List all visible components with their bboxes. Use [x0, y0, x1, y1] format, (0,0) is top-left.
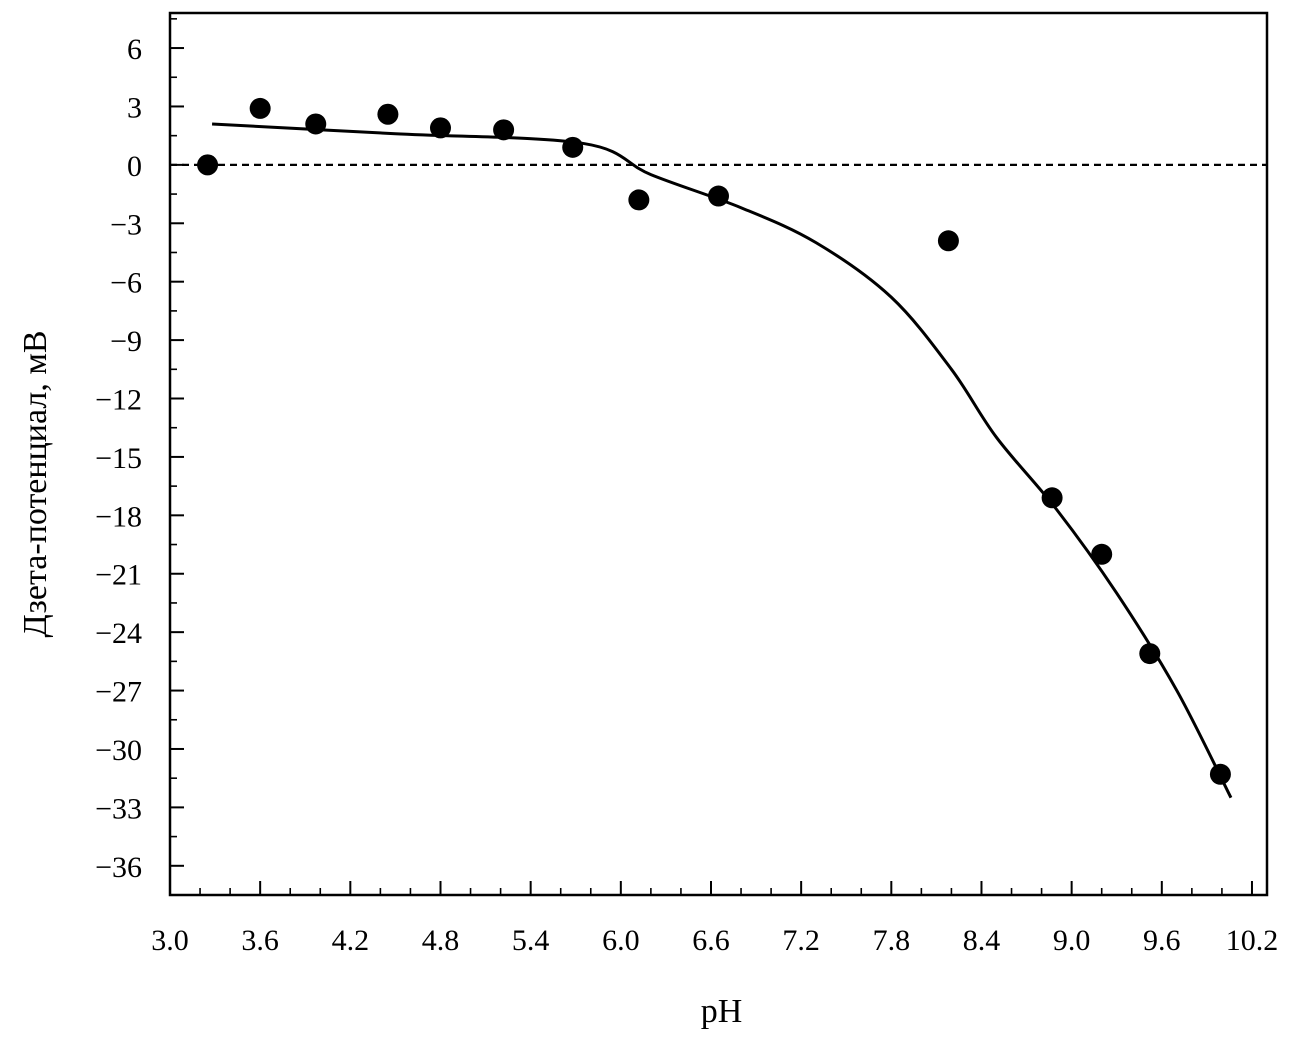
y-tick-label: −21 — [95, 559, 142, 592]
fit-curve — [211, 122, 1233, 799]
x-tick-label: 3.0 — [151, 924, 189, 957]
y-tick-label: 3 — [127, 91, 142, 124]
x-tick-label: 6.0 — [602, 924, 640, 957]
data-point — [708, 185, 729, 207]
y-tick-label: −12 — [95, 384, 142, 417]
y-tick-label: −6 — [110, 267, 142, 300]
x-tick-label: 5.4 — [512, 924, 550, 957]
x-tick-label: 7.2 — [782, 924, 820, 957]
y-tick-label: −30 — [95, 734, 142, 767]
y-tick-label: −36 — [95, 851, 142, 884]
minor-ticks — [170, 18, 1223, 896]
data-point — [1209, 763, 1231, 785]
x-tick-label: 9.6 — [1143, 924, 1181, 957]
y-tick-label: 6 — [127, 33, 142, 66]
data-point — [197, 154, 219, 176]
data-point — [305, 113, 327, 135]
y-tick-label: −15 — [95, 442, 142, 475]
y-tick-label: −9 — [110, 325, 142, 358]
x-tick-label: 4.8 — [422, 924, 460, 957]
data-point — [1139, 643, 1161, 665]
y-tick-label: −18 — [95, 500, 142, 533]
data-points — [197, 97, 1231, 785]
x-tick-label: 8.4 — [963, 924, 1001, 957]
data-point — [937, 230, 959, 252]
data-point — [249, 97, 271, 119]
x-tick-label: 7.8 — [873, 924, 911, 957]
data-point — [377, 103, 399, 125]
major-ticks — [169, 47, 1253, 895]
y-tick-label: 0 — [127, 150, 142, 183]
data-point — [1041, 487, 1063, 509]
y-tick-label: −3 — [110, 208, 142, 241]
y-tick-label: −24 — [95, 617, 142, 650]
y-axis-title: Дзета-потенциал, мВ — [17, 330, 54, 637]
data-point — [1091, 543, 1113, 565]
data-point — [562, 136, 584, 158]
y-tick-label: −27 — [95, 676, 142, 709]
data-point — [628, 189, 650, 211]
x-tick-label: 10.2 — [1226, 924, 1279, 957]
data-point — [493, 119, 515, 141]
tick-labels: 3.0 3.6 4.2 4.8 5.4 6.0 6.6 7.2 7.8 8.4 9.0 9.6 10.2… — [95, 33, 1278, 957]
x-tick-label: 9.0 — [1053, 924, 1091, 957]
x-tick-label: 4.2 — [332, 924, 370, 957]
x-axis-title: pH — [701, 993, 743, 1030]
x-tick-label: 3.6 — [241, 924, 279, 957]
x-tick-label: 6.6 — [692, 924, 730, 957]
plot-frame — [168, 11, 1269, 897]
data-point — [429, 117, 451, 139]
y-tick-label: −33 — [95, 792, 142, 825]
